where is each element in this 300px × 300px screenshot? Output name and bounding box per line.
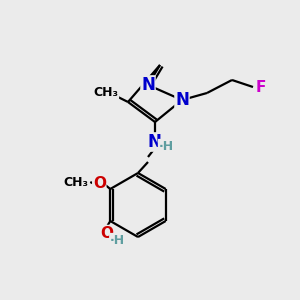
Text: O: O <box>93 176 106 191</box>
Text: CH₃: CH₃ <box>64 176 89 188</box>
Text: ·H: ·H <box>110 233 125 247</box>
Text: ·H: ·H <box>158 140 174 152</box>
Text: N: N <box>141 76 155 94</box>
Text: O: O <box>100 226 113 241</box>
Text: F: F <box>256 80 266 94</box>
Text: CH₃: CH₃ <box>94 85 118 98</box>
Text: N: N <box>175 91 189 109</box>
Text: N: N <box>147 133 161 151</box>
